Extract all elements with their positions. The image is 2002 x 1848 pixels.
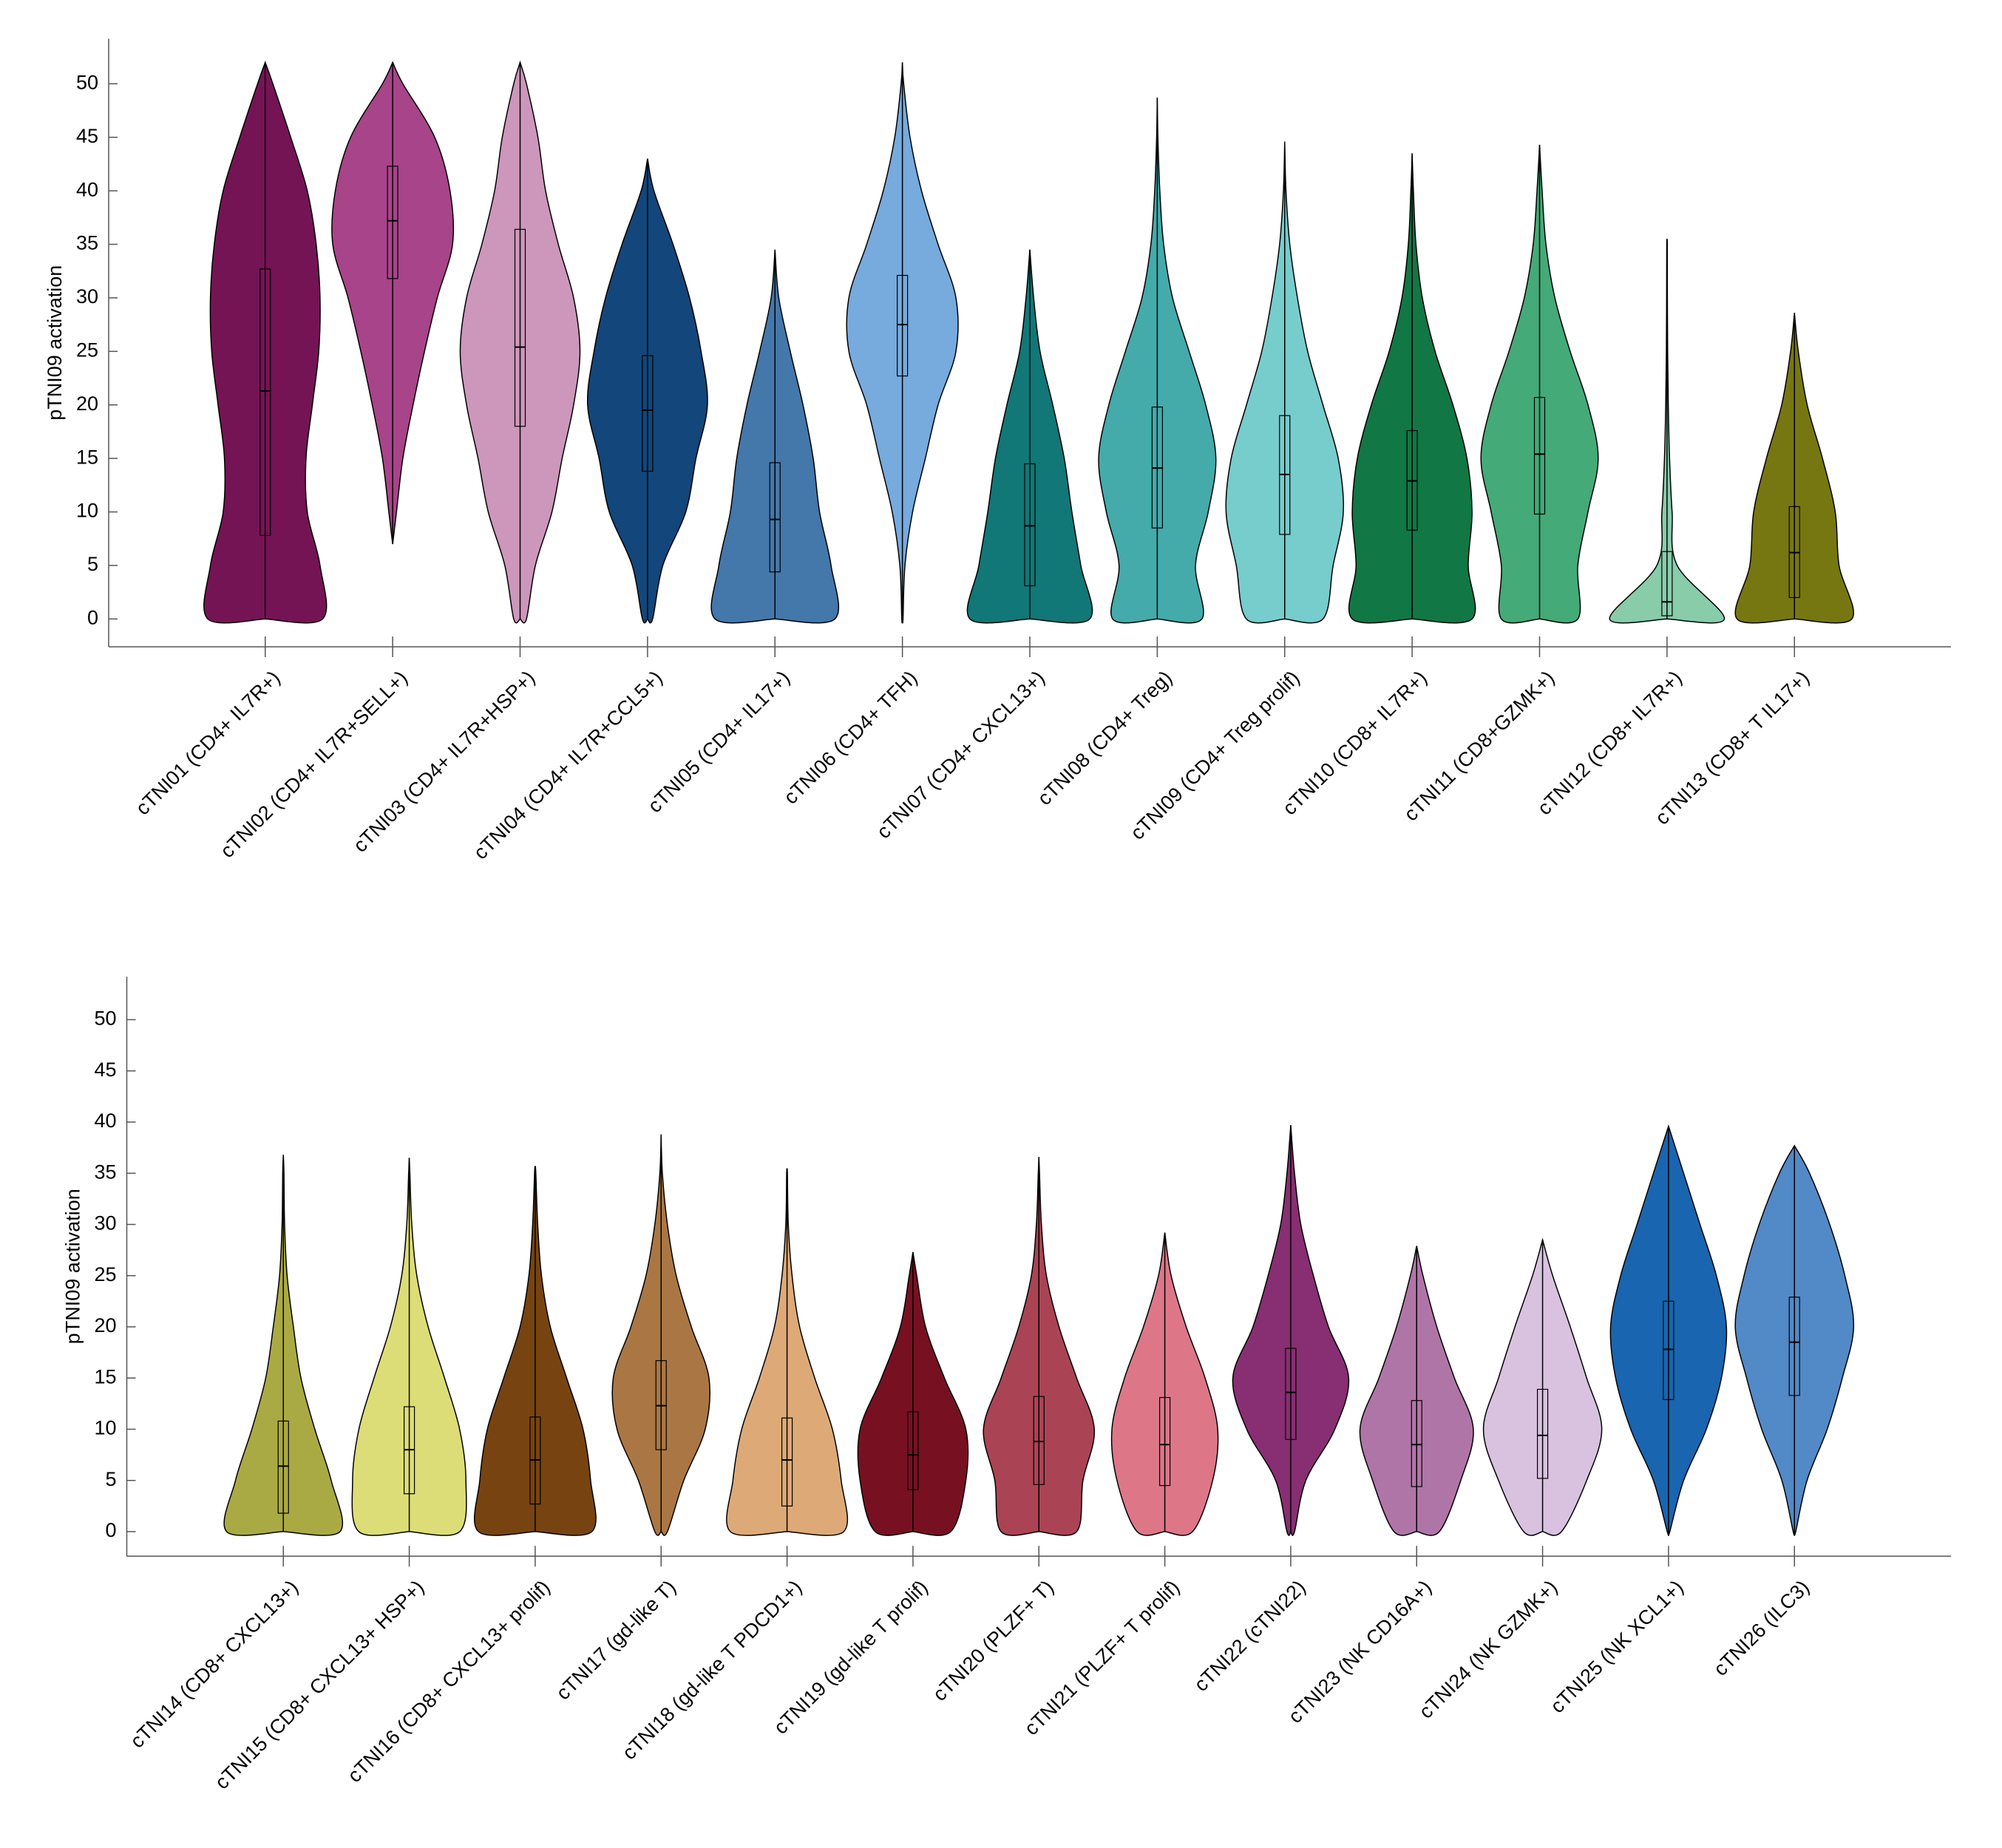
x-tick-label: cTNI05 (CD4+ IL17+) xyxy=(643,667,794,818)
y-tick-label: 20 xyxy=(76,393,98,415)
y-tick-label: 35 xyxy=(94,1161,116,1183)
box xyxy=(907,1411,919,1490)
y-tick-label: 5 xyxy=(105,1468,116,1490)
y-tick-label: 15 xyxy=(94,1365,116,1387)
y-tick-label: 15 xyxy=(76,446,98,468)
box xyxy=(1158,1396,1171,1487)
y-tick-label: 25 xyxy=(76,339,98,361)
x-tick-label: cTNI25 (NK XCL1+) xyxy=(1546,1576,1688,1718)
box xyxy=(277,1420,289,1514)
x-tick-label: cTNI26 (ILC3) xyxy=(1709,1576,1813,1680)
y-tick-label: 0 xyxy=(87,606,98,628)
x-tick-label: cTNI01 (CD4+ IL7R+) xyxy=(132,667,285,820)
box xyxy=(769,462,781,573)
box xyxy=(781,1417,793,1506)
y-tick-label: 45 xyxy=(94,1059,116,1081)
box xyxy=(1661,551,1673,616)
box xyxy=(387,166,398,279)
x-tick-label: cTNI06 (CD4+ TFH) xyxy=(779,667,921,809)
y-tick-label: 40 xyxy=(76,178,98,200)
y-tick-label: 10 xyxy=(94,1417,116,1439)
box xyxy=(642,355,654,472)
y-tick-label: 10 xyxy=(76,500,98,522)
y-tick-label: 35 xyxy=(76,232,98,254)
box xyxy=(1536,1388,1549,1479)
x-tick-label: cTNI22 (cTNI22) xyxy=(1190,1576,1309,1696)
y-tick-label: 50 xyxy=(76,71,98,93)
x-tick-label: cTNI15 (CD8+ CXCL13+ HSP+) xyxy=(211,1576,428,1793)
x-tick-label: cTNI10 (CD8+ IL7R+) xyxy=(1278,667,1431,820)
y-tick-label: 5 xyxy=(87,553,98,575)
y-axis-label: pTNI09 activation xyxy=(44,265,66,421)
y-tick-label: 30 xyxy=(76,285,98,308)
box xyxy=(1411,1400,1422,1487)
box xyxy=(1788,1297,1800,1396)
x-tick-label: cTNI20 (PLZF+ T) xyxy=(929,1576,1058,1705)
x-tick-label: cTNI08 (CD4+ Treg) xyxy=(1034,667,1177,810)
y-tick-label: 50 xyxy=(94,1008,116,1030)
box xyxy=(1033,1396,1045,1485)
box xyxy=(1024,463,1036,587)
y-tick-label: 30 xyxy=(94,1212,116,1234)
y-tick-label: 45 xyxy=(76,125,98,147)
x-tick-label: cTNI12 (CD8+ IL7R+) xyxy=(1533,667,1686,820)
x-tick-label: cTNI23 (NK CD16A+) xyxy=(1284,1576,1436,1728)
x-tick-label: cTNI17 (gd-like T) xyxy=(552,1576,680,1705)
y-tick-label: 0 xyxy=(105,1519,116,1541)
x-tick-label: cTNI16 (CD8+ CXCL13+ prolif) xyxy=(343,1576,554,1787)
box xyxy=(514,228,526,427)
y-axis-label: pTNI09 activation xyxy=(62,1189,84,1344)
box xyxy=(1663,1300,1674,1400)
x-tick-label: cTNI24 (NK GZMK+) xyxy=(1415,1576,1562,1723)
y-tick-label: 25 xyxy=(94,1263,116,1285)
box xyxy=(259,268,271,537)
box xyxy=(1285,1348,1297,1440)
box xyxy=(897,274,909,377)
y-tick-label: 20 xyxy=(94,1314,116,1336)
box xyxy=(1533,397,1546,515)
y-tick-label: 40 xyxy=(94,1110,116,1132)
